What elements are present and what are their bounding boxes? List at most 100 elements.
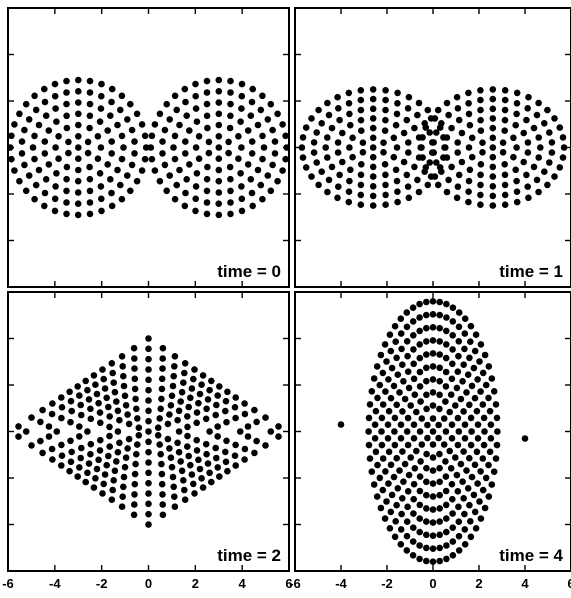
data-point bbox=[175, 407, 183, 415]
data-point bbox=[63, 112, 70, 120]
data-point bbox=[171, 493, 178, 501]
data-point bbox=[471, 461, 479, 469]
data-point bbox=[184, 423, 191, 431]
data-point bbox=[370, 481, 378, 488]
data-point bbox=[465, 89, 472, 97]
data-point bbox=[466, 401, 473, 409]
data-point bbox=[99, 366, 106, 373]
data-point bbox=[384, 421, 392, 429]
data-point bbox=[192, 80, 199, 88]
data-point bbox=[67, 397, 75, 405]
data-point bbox=[324, 154, 331, 161]
data-point bbox=[182, 189, 189, 197]
data-point bbox=[387, 347, 395, 355]
data-point bbox=[145, 355, 152, 363]
data-point bbox=[429, 532, 437, 539]
data-point bbox=[215, 110, 223, 118]
data-point bbox=[145, 469, 152, 477]
data-point bbox=[170, 483, 177, 491]
data-point bbox=[67, 437, 74, 445]
data-point bbox=[262, 414, 269, 421]
data-point bbox=[106, 423, 113, 431]
data-point bbox=[41, 150, 49, 157]
data-point bbox=[177, 458, 184, 465]
data-point bbox=[192, 183, 200, 190]
data-point bbox=[132, 460, 139, 468]
data-point bbox=[203, 100, 211, 108]
data-point bbox=[468, 473, 476, 481]
data-point bbox=[75, 110, 82, 118]
data-point bbox=[241, 445, 249, 453]
data-point bbox=[93, 465, 101, 473]
data-point bbox=[559, 154, 567, 161]
data-point bbox=[193, 409, 201, 416]
data-point bbox=[448, 124, 455, 132]
data-point bbox=[337, 421, 345, 428]
data-point bbox=[377, 504, 385, 512]
data-point bbox=[449, 552, 457, 559]
data-point bbox=[215, 166, 223, 174]
data-point bbox=[171, 155, 179, 163]
data-point bbox=[510, 134, 517, 142]
data-point bbox=[474, 480, 481, 487]
data-point bbox=[205, 138, 213, 146]
data-point bbox=[442, 473, 450, 480]
data-point bbox=[279, 121, 286, 128]
data-point bbox=[269, 161, 276, 169]
x-tick-label: 0 bbox=[145, 576, 152, 591]
data-point bbox=[124, 172, 131, 179]
data-point bbox=[467, 414, 475, 422]
data-point bbox=[369, 153, 377, 161]
data-point bbox=[400, 378, 407, 385]
data-point bbox=[159, 491, 166, 498]
data-point bbox=[501, 161, 509, 168]
data-point bbox=[454, 139, 462, 146]
data-point bbox=[467, 533, 475, 541]
data-point bbox=[490, 468, 498, 476]
data-point bbox=[455, 547, 463, 554]
data-point bbox=[466, 166, 474, 174]
data-point bbox=[238, 80, 246, 88]
data-point bbox=[111, 388, 119, 396]
data-point bbox=[63, 163, 71, 171]
data-point bbox=[521, 435, 529, 442]
data-point bbox=[489, 115, 497, 122]
data-point bbox=[334, 149, 342, 156]
data-point bbox=[159, 511, 167, 519]
data-point bbox=[513, 89, 521, 97]
data-point bbox=[227, 175, 234, 183]
data-point bbox=[208, 478, 215, 486]
data-point bbox=[397, 421, 405, 429]
data-point bbox=[436, 391, 443, 399]
data-point bbox=[227, 210, 234, 218]
data-point bbox=[442, 368, 450, 376]
data-point bbox=[394, 188, 401, 195]
data-point bbox=[183, 176, 190, 183]
data-point bbox=[523, 171, 530, 179]
data-point bbox=[405, 149, 412, 156]
data-point bbox=[372, 448, 380, 456]
data-point bbox=[438, 120, 445, 127]
data-point bbox=[513, 177, 520, 185]
data-point bbox=[460, 448, 467, 455]
data-point bbox=[328, 124, 336, 132]
data-point bbox=[435, 421, 442, 429]
data-point bbox=[226, 163, 234, 171]
data-point bbox=[7, 144, 14, 151]
data-point bbox=[443, 528, 450, 536]
data-point bbox=[464, 371, 472, 379]
data-point bbox=[224, 388, 231, 396]
data-point bbox=[267, 187, 275, 195]
data-point bbox=[357, 201, 365, 208]
data-point bbox=[181, 202, 189, 210]
data-point bbox=[78, 444, 85, 452]
data-point bbox=[169, 382, 177, 390]
data-point bbox=[386, 525, 394, 532]
data-point bbox=[396, 467, 403, 474]
data-point bbox=[63, 124, 71, 132]
data-point bbox=[424, 181, 432, 189]
data-point bbox=[390, 134, 398, 142]
data-point bbox=[93, 390, 101, 398]
data-point bbox=[132, 395, 139, 403]
